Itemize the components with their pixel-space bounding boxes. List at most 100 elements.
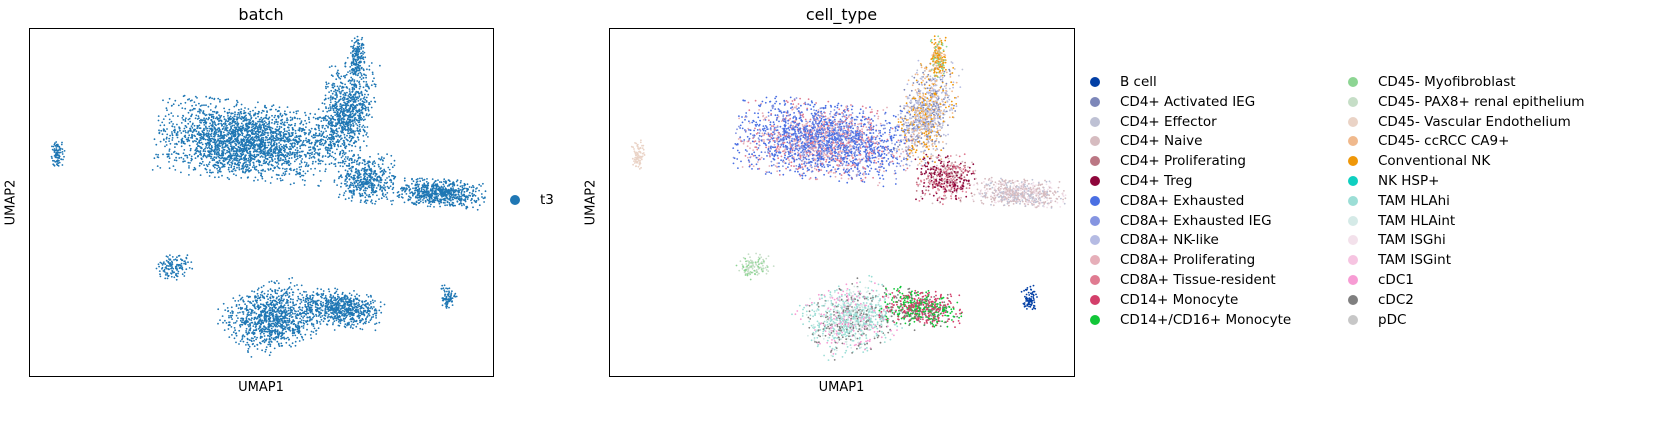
legend-marker	[1090, 136, 1100, 147]
point-cluster	[890, 57, 964, 171]
legend-item-cd8a-exhausted: CD8A+ Exhausted	[1090, 193, 1244, 209]
legend-label: CD4+ Activated IEG	[1120, 93, 1256, 110]
point-cluster	[155, 254, 194, 281]
legend-item-cdc1: cDC1	[1348, 272, 1414, 288]
legend-marker	[1090, 275, 1100, 285]
legend-item-cd45-myofibroblast: CD45- Myofibroblast	[1348, 74, 1516, 90]
legend-marker	[1348, 294, 1358, 305]
legend-label: CD8A+ NK-like	[1120, 232, 1219, 249]
point-cluster	[350, 35, 367, 79]
scatter-plot-cell-type	[630, 35, 1067, 361]
point-cluster	[217, 277, 336, 358]
legend-item-cd4-naive: CD4+ Naive	[1090, 133, 1202, 149]
legend-label: Conventional NK	[1378, 153, 1491, 170]
legend-label: CD4+ Naive	[1120, 133, 1203, 150]
legend-marker	[1348, 255, 1358, 266]
legend-item-cd4-activated-ieg: CD4+ Activated IEG	[1090, 94, 1255, 110]
legend-label: t3	[540, 192, 554, 208]
point-cluster	[440, 284, 458, 309]
y-axis-label: UMAP2	[3, 179, 19, 226]
point-cluster	[929, 35, 948, 78]
y-axis-label: UMAP2	[583, 179, 599, 226]
legend-label: CD45- PAX8+ renal epithelium	[1378, 93, 1585, 110]
legend-item-cd14-monocyte: CD14+ Monocyte	[1090, 292, 1238, 308]
scatter-plot-batch	[50, 35, 487, 358]
point-cluster	[735, 252, 775, 281]
legend-marker	[1090, 156, 1100, 167]
chart-title: cell_type	[805, 5, 878, 24]
legend-label: B cell	[1120, 74, 1157, 90]
legend-item-t3: t3	[510, 192, 554, 208]
legend-label: TAM ISGint	[1378, 252, 1451, 269]
legend-marker	[1090, 176, 1100, 186]
point-cluster	[50, 141, 66, 167]
legend-item-cd14-cd16-monocyte: CD14+/CD16+ Monocyte	[1090, 312, 1291, 328]
legend-marker	[1348, 156, 1358, 167]
point-cluster	[151, 94, 336, 187]
point-cluster	[791, 274, 916, 361]
legend-item-pdc: pDC	[1348, 312, 1406, 328]
legend-item-cd4-effector: CD4+ Effector	[1090, 114, 1217, 130]
legend-marker	[1090, 96, 1100, 107]
legend-label: CD45- ccRCC CA9+	[1378, 133, 1510, 150]
legend-item-cd8a-exhausted-ieg: CD8A+ Exhausted IEG	[1090, 213, 1272, 229]
point-cluster	[971, 176, 1067, 209]
legend-item-cd8a-tissue-resident: CD8A+ Tissue-resident	[1090, 272, 1276, 288]
plot-area	[29, 28, 494, 377]
x-axis-label: UMAP1	[238, 380, 284, 395]
legend-marker	[1090, 294, 1100, 305]
legend-marker	[1090, 235, 1100, 246]
legend-item-cd4-treg: CD4+ Treg	[1090, 173, 1192, 189]
chart-title: batch	[238, 5, 284, 24]
legend-marker	[1090, 195, 1100, 206]
point-cluster	[298, 287, 386, 332]
point-cluster	[310, 57, 381, 166]
point-cluster	[333, 153, 396, 205]
legend-item-tam-isgint: TAM ISGint	[1348, 252, 1451, 268]
point-cluster	[1020, 284, 1038, 311]
legend-label: CD45- Myofibroblast	[1378, 74, 1516, 90]
legend-marker	[1348, 136, 1358, 147]
legend-label: TAM HLAhi	[1378, 192, 1450, 209]
legend-label: CD4+ Effector	[1120, 113, 1217, 130]
plot-area	[609, 28, 1075, 377]
point-cluster	[878, 285, 963, 328]
legend-marker	[1348, 215, 1358, 226]
legend-label: TAM HLAint	[1378, 212, 1456, 229]
legend-marker	[1348, 116, 1358, 127]
legend-item-tam-hlahi: TAM HLAhi	[1348, 193, 1450, 209]
legend-label: CD8A+ Exhausted	[1120, 192, 1245, 209]
legend-marker	[1348, 176, 1358, 186]
point-cluster	[630, 139, 646, 170]
legend-item-cd8a-nk-like: CD8A+ NK-like	[1090, 232, 1219, 248]
legend-label: NK HSP+	[1378, 173, 1440, 189]
legend-label: pDC	[1378, 311, 1407, 328]
legend-marker	[1090, 255, 1100, 266]
legend-item-cd45-ccrcc-ca9: CD45- ccRCC CA9+	[1348, 133, 1509, 149]
legend-marker	[510, 195, 520, 205]
legend-marker	[1090, 77, 1100, 87]
point-cluster	[914, 153, 977, 206]
legend-item-nk-hsp: NK HSP+	[1348, 173, 1439, 189]
legend-item-b-cell: B cell	[1090, 74, 1157, 90]
legend-label: cDC1	[1378, 272, 1414, 288]
legend-label: CD14+ Monocyte	[1120, 291, 1239, 308]
legend-label: CD8A+ Tissue-resident	[1120, 272, 1276, 288]
legend-item-cd8a-proliferating: CD8A+ Proliferating	[1090, 252, 1255, 268]
legend-marker	[1090, 215, 1100, 226]
legend-item-tam-hlaint: TAM HLAint	[1348, 213, 1455, 229]
legend-marker	[1348, 195, 1358, 206]
legend-label: CD4+ Treg	[1120, 173, 1193, 189]
legend-marker	[1348, 275, 1358, 285]
legend-label: TAM ISGhi	[1378, 232, 1446, 249]
legend-marker	[1348, 314, 1358, 325]
legend-label: CD45- Vascular Endothelium	[1378, 113, 1571, 130]
legend-label: CD8A+ Proliferating	[1120, 252, 1256, 269]
legend-label: CD4+ Proliferating	[1120, 153, 1246, 170]
legend-item-tam-isghi: TAM ISGhi	[1348, 232, 1446, 248]
legend-item-cd45-vascular-endothelium: CD45- Vascular Endothelium	[1348, 114, 1571, 130]
legend-marker	[1348, 235, 1358, 246]
legend-label: cDC2	[1378, 291, 1414, 308]
x-axis-label: UMAP1	[818, 380, 865, 395]
legend-marker	[1090, 116, 1100, 127]
